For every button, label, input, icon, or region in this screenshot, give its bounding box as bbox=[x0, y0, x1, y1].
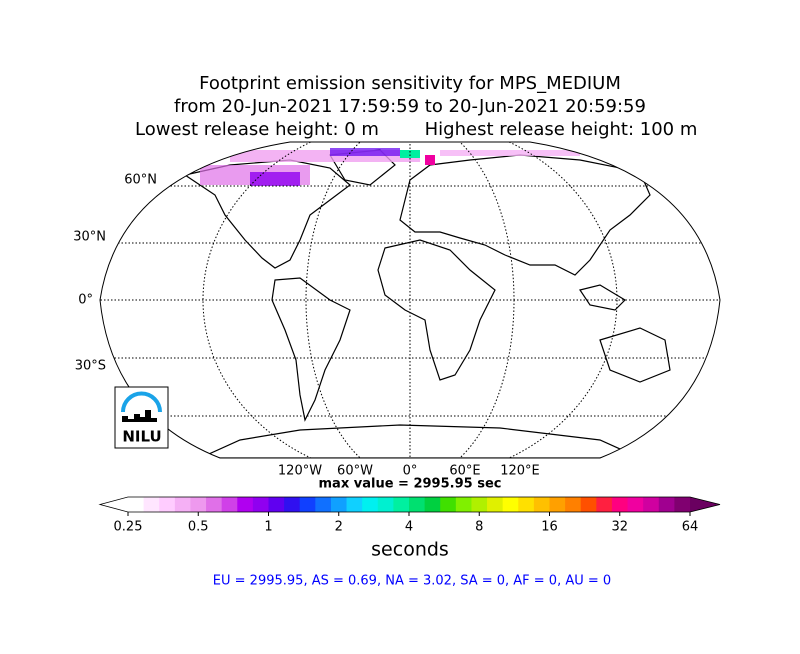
colorbar-segment bbox=[330, 497, 348, 512]
lat-label: 30°N bbox=[73, 230, 106, 245]
logo: NILU bbox=[114, 386, 169, 449]
colorbar-over bbox=[690, 497, 720, 512]
colorbar-segment bbox=[206, 497, 223, 512]
colorbar-segment bbox=[424, 497, 441, 512]
colorbar-segment bbox=[580, 497, 597, 512]
colorbar-segment bbox=[596, 497, 613, 512]
colorbar-label: seconds bbox=[371, 539, 449, 561]
lon-label: 60°W bbox=[337, 464, 373, 479]
colorbar-segment bbox=[440, 497, 457, 512]
colorbar-segment bbox=[502, 497, 519, 512]
colorbar-segment bbox=[299, 497, 316, 512]
lon-label: 120°E bbox=[500, 464, 540, 479]
colorbar-segment bbox=[128, 497, 145, 512]
colorbar-under bbox=[100, 497, 128, 512]
logo-text: NILU bbox=[122, 428, 161, 446]
colorbar-segment bbox=[487, 497, 504, 512]
map bbox=[100, 142, 720, 458]
colorbar-tick-label: 4 bbox=[405, 520, 413, 535]
lat-label: 60°N bbox=[124, 173, 157, 188]
colorbar-segment bbox=[284, 497, 301, 512]
coastlines bbox=[183, 149, 671, 458]
colorbar-segment bbox=[315, 497, 332, 512]
colorbar-segment bbox=[471, 497, 488, 512]
colorbar-segment bbox=[252, 497, 269, 512]
colorbar-segment bbox=[533, 497, 550, 512]
colorbar-segment bbox=[237, 497, 254, 512]
map-border bbox=[99, 141, 721, 459]
colorbar-segment bbox=[627, 497, 644, 512]
region-summary: EU = 2995.95, AS = 0.69, NA = 3.02, SA =… bbox=[213, 574, 611, 589]
colorbar-segment bbox=[190, 497, 207, 512]
colorbar-segment bbox=[377, 497, 394, 512]
colorbar-segment bbox=[455, 497, 472, 512]
colorbar-tick-label: 1 bbox=[264, 520, 272, 535]
colorbar-segment bbox=[174, 497, 191, 512]
colorbar-segment bbox=[159, 497, 176, 512]
lat-label: 0° bbox=[78, 293, 93, 308]
footprint bbox=[200, 148, 580, 186]
colorbar-tick-label: 0.5 bbox=[188, 520, 209, 535]
lon-label: 60°E bbox=[449, 464, 480, 479]
colorbar-segment bbox=[268, 497, 285, 512]
colorbar-segment bbox=[611, 497, 629, 512]
colorbar-segment bbox=[221, 497, 238, 512]
lat-labels: 60°N 30°N 0° 30°S bbox=[73, 173, 157, 374]
title-line: Highest release height: 100 m bbox=[425, 119, 698, 140]
colorbar-tick-label: 16 bbox=[541, 520, 558, 535]
lon-label: 0° bbox=[403, 464, 418, 479]
colorbar-segment bbox=[393, 497, 410, 512]
graticule bbox=[100, 142, 720, 458]
colorbar-segment bbox=[346, 497, 363, 512]
colorbar: 0.25 0.5 1 2 4 8 16 32 64 bbox=[98, 496, 721, 535]
lat-label: 30°S bbox=[75, 359, 106, 374]
logo-skyline bbox=[122, 410, 157, 422]
colorbar-segment bbox=[674, 497, 691, 512]
title-line: Footprint emission sensitivity for MPS_M… bbox=[199, 73, 621, 94]
logo-arc bbox=[121, 391, 162, 413]
colorbar-segment bbox=[143, 497, 160, 512]
lon-label: 120°W bbox=[278, 464, 322, 479]
title-line: Lowest release height: 0 m bbox=[135, 119, 379, 140]
max-value: max value = 2995.95 sec bbox=[319, 477, 502, 492]
colorbar-segment bbox=[409, 497, 426, 512]
colorbar-segment bbox=[362, 497, 379, 512]
colorbar-segment bbox=[643, 497, 660, 512]
lon-labels: 120°W 60°W 0° 60°E 120°E bbox=[278, 464, 540, 479]
colorbar-tick-label: 0.25 bbox=[114, 520, 143, 535]
colorbar-tick-label: 32 bbox=[611, 520, 628, 535]
colorbar-tick-label: 2 bbox=[335, 520, 343, 535]
colorbar-segment bbox=[565, 497, 582, 512]
colorbar-tick-label: 64 bbox=[682, 520, 699, 535]
colorbar-segment bbox=[518, 497, 535, 512]
colorbar-tick-label: 8 bbox=[475, 520, 483, 535]
title-line: from 20-Jun-2021 17:59:59 to 20-Jun-2021… bbox=[174, 96, 646, 117]
colorbar-segment bbox=[658, 497, 675, 512]
colorbar-segment bbox=[549, 497, 566, 512]
